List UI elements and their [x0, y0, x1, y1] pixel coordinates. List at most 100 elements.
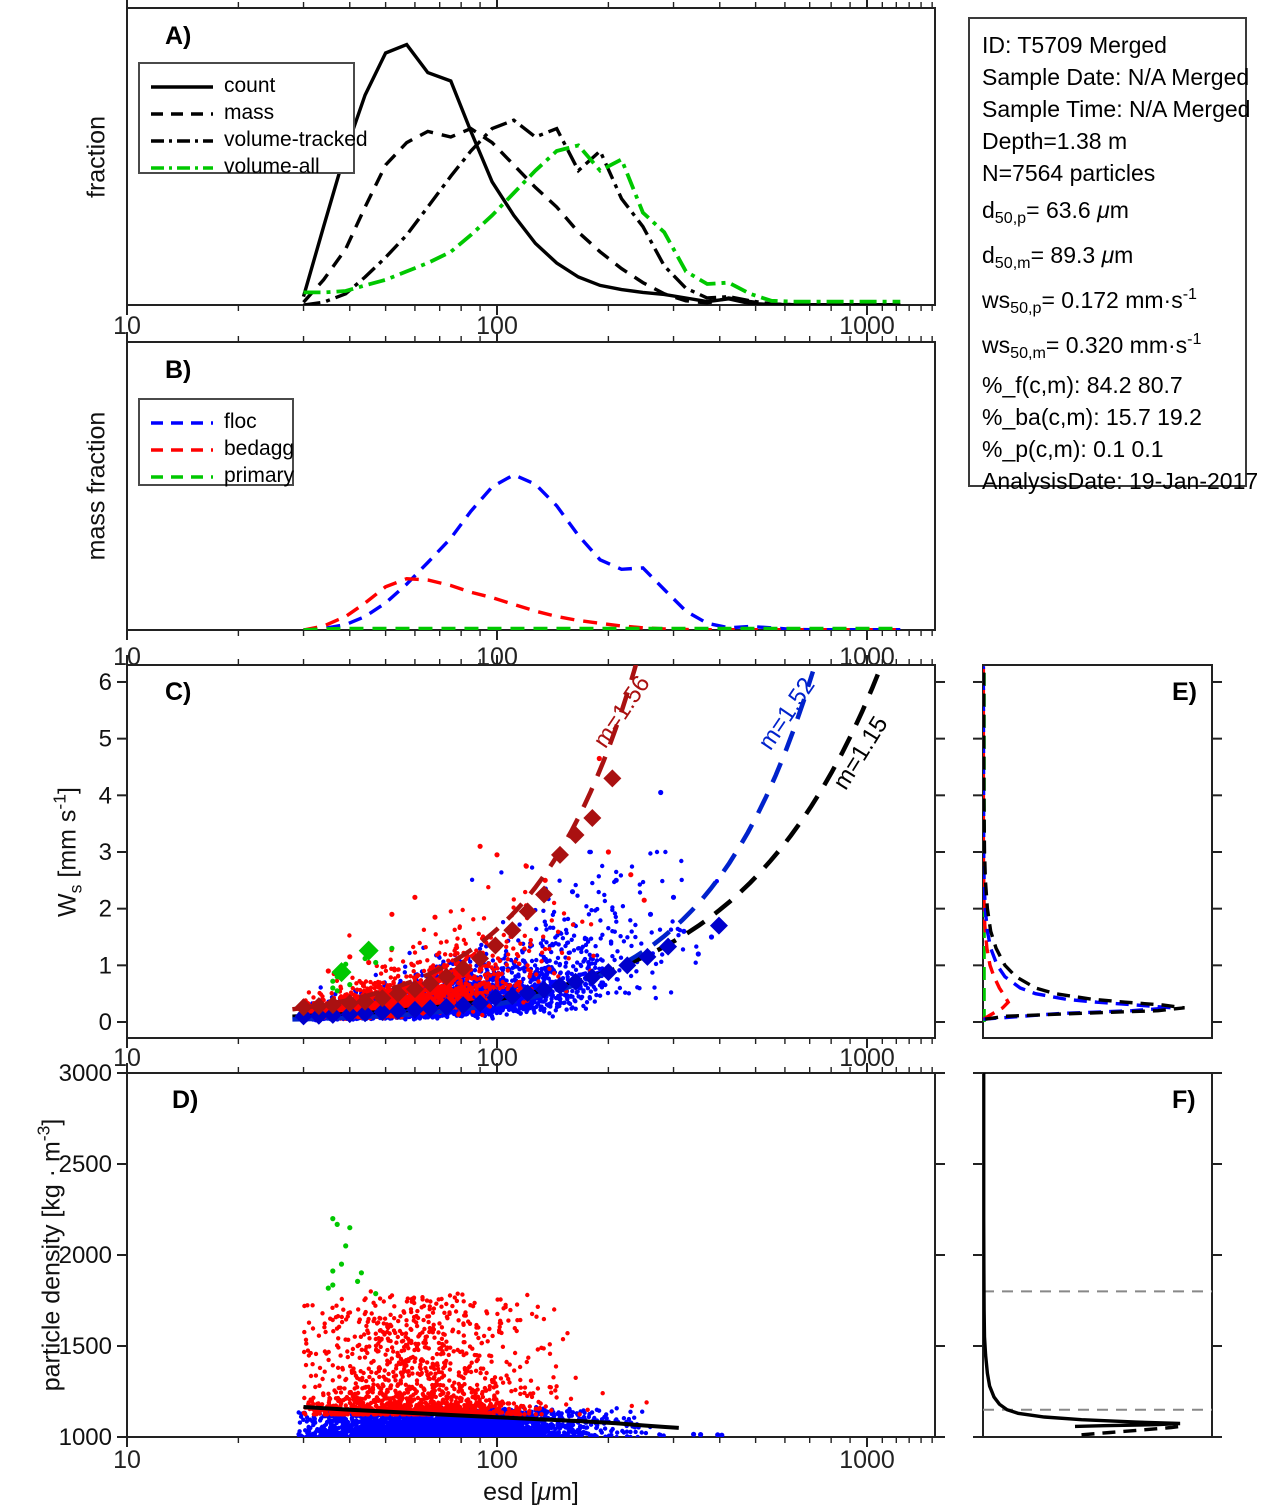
x-tick-1000: 1000 — [839, 312, 895, 340]
scatter-blue-panel-d — [691, 1431, 725, 1437]
legend-item-label: volume-tracked — [224, 127, 368, 151]
legend-item-label: primary — [224, 463, 295, 487]
panel-b-frame — [126, 341, 936, 631]
curve-floc — [983, 666, 1172, 1021]
curve-volume-tracked — [303, 118, 901, 305]
curve-floc — [303, 472, 901, 630]
legend-line-sample-volume-tracked — [150, 134, 214, 146]
y-axis-label-mass-fraction: mass fraction — [82, 411, 111, 561]
legend-item-label: floc — [224, 409, 257, 433]
scatter-green-panel-d — [325, 1216, 379, 1297]
panel-a-frame — [126, 7, 936, 306]
info-line-id: ID: T5709 Merged — [982, 32, 1167, 58]
x-tick-10: 10 — [113, 1446, 141, 1474]
x-tick-1000: 1000 — [839, 1446, 895, 1474]
y-tick-label: 3 — [99, 839, 112, 866]
x-tick-100: 100 — [476, 1044, 518, 1072]
panel-e-label: E) — [1172, 678, 1197, 706]
curve-primary — [303, 626, 901, 630]
info-line-n-particles: N=7564 particles — [982, 160, 1156, 186]
y-tick-label: 2500 — [59, 1151, 112, 1178]
y-axis-label-ws: Ws [mm s-1] — [49, 787, 86, 917]
legend-item-label: bedagg — [224, 436, 295, 460]
y-tick-label: 5 — [99, 726, 112, 753]
y-tick-label: 2 — [99, 896, 112, 923]
legend-line-sample-volume-all — [150, 161, 214, 173]
curve-density-distribution-tail — [1081, 1424, 1181, 1437]
legend-line-sample-primary — [150, 470, 214, 482]
legend-item-label: mass — [224, 100, 275, 124]
fit-line-bedagg — [292, 665, 639, 1012]
info-line-d50p: d50,p= 63.6 μm — [982, 197, 1129, 228]
fit-exponent-label: m=1.56 — [588, 671, 656, 753]
legend-line-sample-bedagg — [150, 443, 214, 455]
info-line-depth: Depth=1.38 m — [982, 128, 1128, 154]
median-diamonds-diamond_blue — [294, 916, 728, 1026]
curve-count — [301, 42, 901, 305]
info-line-pct-bedagg: %_ba(c,m): 15.7 19.2 — [982, 404, 1202, 430]
legend-item-volume-all: volume-all — [150, 153, 345, 180]
y-tick-label: 1500 — [59, 1333, 112, 1360]
y-tick-label: 2000 — [59, 1242, 112, 1269]
curve-median-density — [303, 1405, 679, 1430]
x-tick-100: 100 — [476, 1446, 518, 1474]
y-axis-label-fraction: fraction — [82, 116, 111, 198]
panel-e-frame — [982, 664, 1213, 1039]
legend-line-sample-count — [150, 80, 214, 92]
panel-f-label: F) — [1172, 1086, 1196, 1114]
legend-item-bedagg: bedagg — [150, 435, 294, 462]
y-tick-label: 1 — [99, 952, 112, 979]
curve-volume-all — [303, 143, 901, 304]
info-line-sample-date: Sample Date: N/A Merged — [982, 64, 1250, 90]
curve-all — [983, 666, 1185, 1021]
y-tick-label: 0 — [99, 1009, 112, 1036]
info-line-d50m: d50,m= 89.3 μm — [982, 242, 1134, 273]
x-axis-label-esd: esd [μm] — [483, 1478, 579, 1506]
scatter-red-panel-c — [301, 863, 596, 1021]
legend-item-mass: mass — [150, 99, 345, 126]
legend-line-sample-mass — [150, 107, 214, 119]
y-tick-label: 4 — [99, 782, 112, 809]
panel-c-label: C) — [165, 678, 192, 706]
legend-line-sample-floc — [150, 416, 214, 428]
median-diamonds-green — [331, 940, 379, 983]
info-line-pct-floc: %_f(c,m): 84.2 80.7 — [982, 372, 1183, 398]
info-line-ws50m: ws50,m= 0.320 mm·s-1 — [982, 330, 1202, 363]
curve-bedagg — [303, 576, 901, 630]
sample-info-box: ID: T5709 Merged Sample Date: N/A Merged… — [968, 17, 1258, 494]
legend-item-count: count — [150, 72, 345, 99]
info-line-ws50p: ws50,p= 0.172 mm·s-1 — [982, 285, 1198, 318]
x-tick-100: 100 — [476, 643, 518, 671]
scatter-red-panel-d — [301, 1289, 649, 1417]
x-tick-1000: 1000 — [839, 643, 895, 671]
panel-b-label: B) — [165, 356, 192, 384]
legend-item-floc: floc — [150, 408, 284, 435]
panel-f-frame — [982, 1072, 1213, 1438]
info-line-pct-primary: %_p(c,m): 0.1 0.1 — [982, 436, 1164, 462]
median-diamonds-dark_red — [294, 769, 622, 1017]
x-tick-10: 10 — [113, 1044, 141, 1072]
legend-item-label: volume-all — [224, 154, 320, 178]
info-line-sample-time: Sample Time: N/A Merged — [982, 96, 1251, 122]
legend-panel-a: count mass volume-tracked volume-all — [138, 62, 368, 178]
x-tick-10: 10 — [113, 312, 141, 340]
x-tick-10: 10 — [113, 643, 141, 671]
y-tick-label: 1000 — [59, 1424, 112, 1451]
curve-density-distribution — [983, 1073, 1181, 1429]
panel-d-label: D) — [172, 1086, 199, 1114]
y-tick-label: 6 — [99, 669, 112, 696]
legend-panel-b: floc bedagg primary — [138, 398, 294, 489]
legend-item-label: count — [224, 73, 276, 97]
legend-item-primary: primary — [150, 462, 294, 489]
info-line-analysis-date: AnalysisDate: 19-Jan-2017 — [982, 468, 1259, 494]
curve-bedagg — [983, 666, 1011, 1021]
x-tick-100: 100 — [476, 312, 518, 340]
legend-item-volume-tracked: volume-tracked — [150, 126, 368, 153]
fit-exponent-label: m=1.15 — [828, 712, 894, 795]
x-tick-1000: 1000 — [839, 1044, 895, 1072]
y-tick-label: 3000 — [59, 1060, 112, 1087]
y-axis-label-density: particle density [kg · m-3] — [33, 1118, 66, 1392]
panel-a-label: A) — [165, 22, 192, 50]
